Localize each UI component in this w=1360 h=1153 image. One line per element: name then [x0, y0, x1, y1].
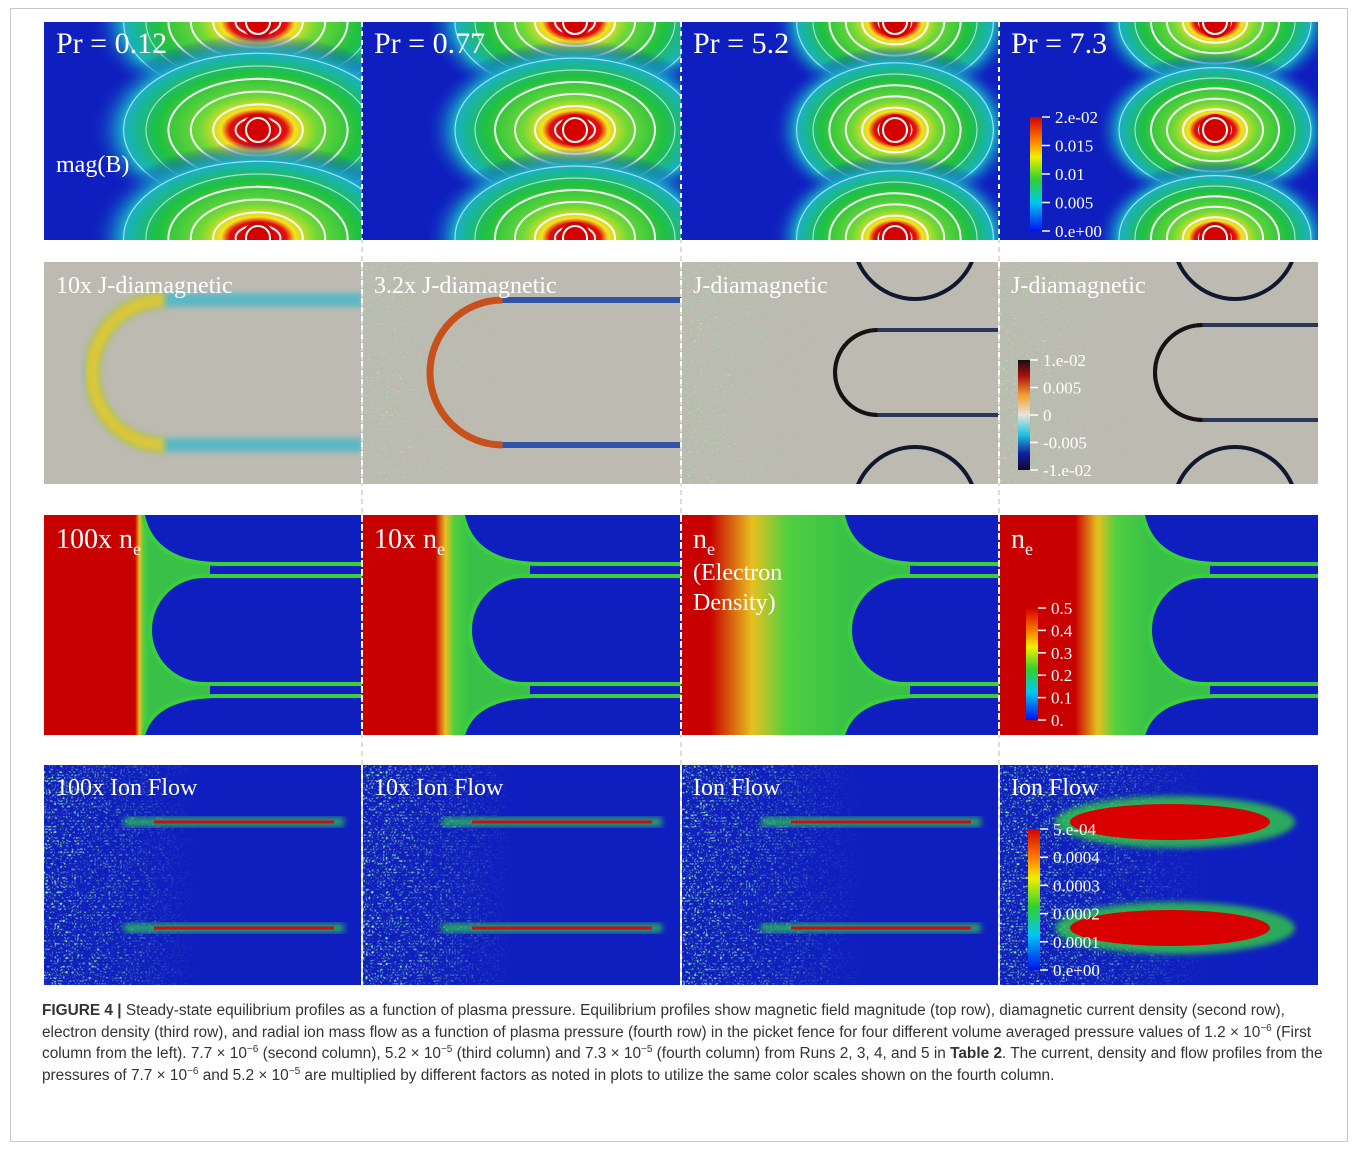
panel-label: 100x ne	[56, 524, 141, 559]
colorbar-label: -1.e-02	[1043, 461, 1092, 480]
caption-text: (fourth column) from Runs 2, 3, 4, and 5…	[652, 1045, 950, 1062]
panel-label-sub: e	[707, 539, 715, 559]
density-cavity	[142, 696, 367, 740]
caption-text: are multiplied by different factors as n…	[300, 1067, 1054, 1084]
panel	[999, 510, 1323, 740]
colorbar	[1026, 608, 1038, 720]
density-cavity	[142, 510, 367, 564]
flow-streak	[154, 821, 334, 824]
colorbar-label: 5.e-04	[1053, 820, 1096, 839]
panel-label: Pr = 7.3	[1011, 27, 1107, 60]
panel-sublabel: mag(B)	[56, 152, 129, 178]
colorbar-label: 2.e-02	[1055, 108, 1098, 127]
density-cavity	[1150, 576, 1323, 684]
caption-sup: −6	[247, 1044, 258, 1055]
caption-label: FIGURE 4 |	[42, 1002, 122, 1019]
panel-label-sub: e	[1025, 539, 1033, 559]
panel-label: 10x ne	[374, 524, 445, 559]
panel-label: 10x J-diamagnetic	[56, 273, 233, 299]
density-cavity	[462, 510, 686, 564]
colorbar-label: 0.0003	[1053, 876, 1100, 895]
colorbar-label: 0.0004	[1053, 848, 1100, 867]
caption-sup: −6	[187, 1066, 198, 1077]
caption-text: (third column) and 7.3 × 10	[452, 1045, 641, 1062]
colorbar-label: 0.0002	[1053, 905, 1100, 924]
caption-text: and 5.2 × 10	[198, 1067, 288, 1084]
page: Figure 4 {"rows": [ {"labels": ["Pr = 0.…	[0, 0, 1360, 1153]
colorbar-label: -0.005	[1043, 434, 1087, 453]
colorbar	[1018, 360, 1030, 470]
panel-label: Pr = 0.77	[374, 27, 485, 60]
panel-note: (Electron	[693, 560, 782, 586]
panel-label: Pr = 0.12	[56, 27, 167, 60]
caption-text: (second column), 5.2 × 10	[258, 1045, 441, 1062]
caption-sup: −5	[641, 1044, 652, 1055]
panel-label: J-diamagnetic	[693, 273, 828, 299]
flow-streak	[154, 927, 334, 930]
density-cavity	[850, 576, 1004, 684]
density-cavity	[470, 576, 686, 684]
colorbar-label: 0.1	[1051, 689, 1072, 708]
panel-label-sub: e	[133, 539, 141, 559]
panel	[681, 510, 1004, 740]
caption: FIGURE 4 | Steady-state equilibrium prof…	[42, 1000, 1338, 1086]
colorbar	[1030, 117, 1042, 231]
colorbar-label: 0.e+00	[1055, 222, 1102, 241]
caption-sup: −5	[289, 1066, 300, 1077]
panel-label: Ion Flow	[693, 775, 781, 801]
panel-label: 10x Ion Flow	[374, 775, 504, 801]
colorbar	[1028, 829, 1040, 970]
panel-label: Pr = 5.2	[693, 27, 789, 60]
flow-streak	[791, 821, 971, 824]
panel-label-text: 100x n	[56, 524, 133, 555]
caption-table-ref: Table 2	[950, 1045, 1002, 1062]
colorbar-label: 0.015	[1055, 137, 1093, 156]
caption-sup: −5	[441, 1044, 452, 1055]
colorbar-label: 0.2	[1051, 666, 1072, 685]
panel-label-text: n	[693, 524, 707, 555]
flow-lobe	[1070, 804, 1270, 840]
page-body: Pr = 0.12 Pr = 0.77 Pr = 5.2 Pr = 7.3 mag(B)…	[0, 0, 1360, 1153]
colorbar-label: 0.0001	[1053, 933, 1100, 952]
flow-streak	[472, 821, 652, 824]
panel-label-text: 10x n	[374, 524, 437, 555]
density-cavity	[150, 576, 367, 684]
colorbar-label: 0.3	[1051, 644, 1072, 663]
flow-lobe	[1070, 910, 1270, 946]
colorbar-label: 0.005	[1043, 379, 1081, 398]
flow-streak	[791, 927, 971, 930]
figure: Pr = 0.12 Pr = 0.77 Pr = 5.2 Pr = 7.3 mag(B)…	[0, 0, 1360, 1000]
colorbar-label: 0.e+00	[1053, 961, 1100, 980]
colorbar-label: 1.e-02	[1043, 351, 1086, 370]
panel-label-text: n	[1011, 524, 1025, 555]
flow-streak	[472, 927, 652, 930]
caption-text: Steady-state equilibrium profiles as a f…	[42, 1002, 1285, 1041]
density-cavity	[462, 696, 686, 740]
panel-label-sub: e	[437, 539, 445, 559]
panel-note: Density)	[693, 590, 776, 616]
colorbar-label: 0.4	[1051, 621, 1073, 640]
panel-label: 100x Ion Flow	[56, 775, 198, 801]
colorbar-label: 0.01	[1055, 165, 1085, 184]
colorbar-label: 0.	[1051, 711, 1064, 730]
caption-sup: −6	[1260, 1022, 1271, 1033]
colorbar-label: 0	[1043, 406, 1052, 425]
panel-label: 3.2x J-diamagnetic	[374, 273, 557, 299]
colorbar-label: 0.5	[1051, 599, 1072, 618]
panel-label: J-diamagnetic	[1011, 273, 1146, 299]
colorbar-label: 0.005	[1055, 194, 1093, 213]
panel-label: Ion Flow	[1011, 775, 1099, 801]
